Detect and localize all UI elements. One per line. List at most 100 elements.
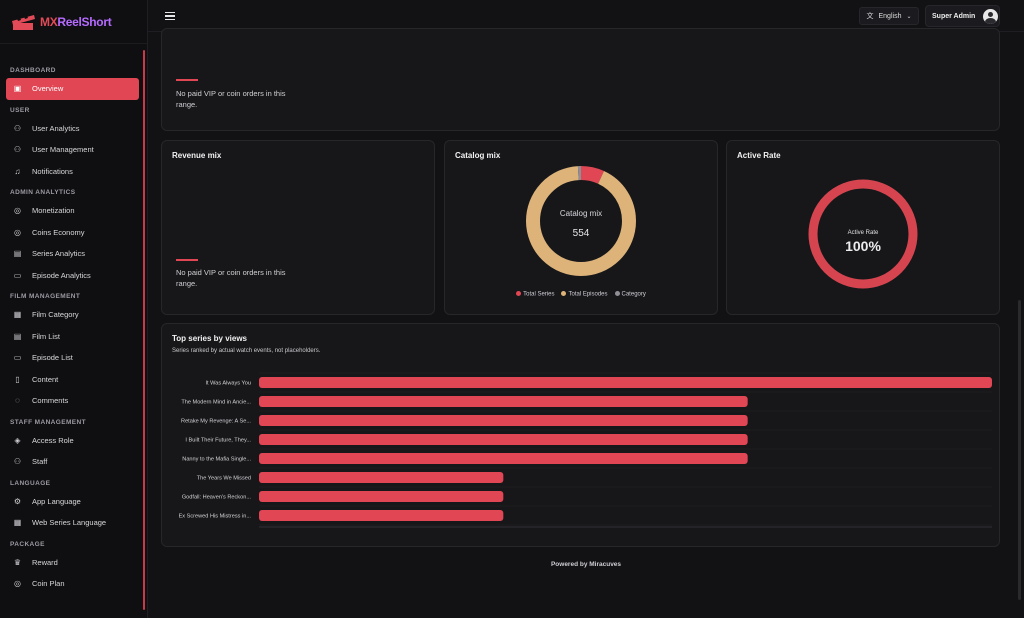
empty-indicator — [176, 259, 198, 261]
user-name: Super Admin — [932, 12, 976, 20]
sidebar-item-label: Monetization — [32, 206, 75, 216]
sidebar-item-episode-list[interactable]: ▭ Episode List — [0, 347, 138, 369]
avatar — [983, 8, 999, 24]
card-title: Active Rate — [737, 151, 781, 160]
grid-icon: ▦ — [13, 310, 22, 320]
coins-icon: ◎ — [14, 227, 21, 237]
bar-4[interactable] — [259, 434, 748, 445]
sidebar-section-title: STAFF MANAGEMENT — [10, 418, 86, 426]
bar-category-label: Godfall: Heaven's Reckon... — [182, 495, 252, 501]
list-icon: ▤ — [13, 249, 22, 259]
legend-item-episodes[interactable]: Total Episodes — [561, 291, 608, 298]
catalog-legend: Total Series Total Episodes Category — [445, 291, 717, 298]
sidebar-item-label: Episode Analytics — [32, 270, 91, 280]
sidebar-item-coins-economy[interactable]: ◎ Coins Economy — [0, 222, 138, 244]
gauge-label: Active Rate — [848, 230, 879, 236]
users-icon: ⚇ — [13, 145, 22, 155]
sidebar-item-notifications[interactable]: ♫ Notifications — [0, 161, 138, 183]
bar-7[interactable] — [259, 491, 504, 502]
language-value: English — [878, 12, 902, 20]
video-icon: ▭ — [13, 270, 22, 280]
card-title: Top series by views — [172, 334, 247, 343]
shield-icon: ◈ — [14, 435, 21, 445]
top-series-bar-chart: It Was Always You The Modern Mind in Anci… — [179, 372, 992, 528]
sidebar-item-access-role[interactable]: ◈ Access Role — [0, 430, 138, 452]
sidebar-item-monetization[interactable]: ◎ Monetization — [0, 200, 138, 222]
donut-center-value: 554 — [573, 228, 590, 239]
sidebar-item-label: User Analytics — [32, 123, 80, 133]
bar-category-label: Retake My Revenge: A Se... — [181, 419, 251, 425]
sidebar-item-label: Overview — [32, 84, 64, 94]
sidebar-item-overview[interactable]: ▣ Overview — [6, 78, 139, 100]
gear-icon: ⚙ — [13, 496, 22, 506]
language-select[interactable]: 文 English ⌄ — [859, 7, 919, 25]
card-title: Revenue mix — [172, 151, 222, 160]
sidebar-item-label: User Management — [32, 145, 94, 155]
footer-credit: Powered by Miracuves — [550, 561, 622, 568]
empty-indicator — [176, 79, 198, 81]
bar-5[interactable] — [259, 453, 748, 464]
list-icon: ▤ — [13, 331, 22, 341]
grid-icon: ▦ — [13, 518, 22, 528]
sidebar-item-label: Notifications — [32, 166, 73, 176]
clapperboard-icon — [10, 12, 36, 31]
donut-center-label: Catalog mix — [560, 209, 602, 218]
bar-6[interactable] — [259, 472, 504, 483]
sidebar-item-label: Reward — [32, 557, 58, 567]
bar-category-label: The Years We Missed — [197, 476, 251, 482]
bar-category-label: Nanny to the Mafia Single... — [182, 457, 251, 463]
orders-card: No paid VIP or coin orders in this range… — [161, 28, 1000, 131]
sidebar-scrollbar[interactable] — [143, 50, 145, 610]
sidebar-item-label: Access Role — [32, 435, 74, 445]
bar-3[interactable] — [259, 415, 748, 426]
sidebar-item-staff[interactable]: ⚇ Staff — [0, 451, 138, 473]
bar-1[interactable] — [259, 377, 992, 388]
sidebar-item-reward[interactable]: ♛ Reward — [0, 552, 138, 574]
video-icon: ▭ — [13, 353, 22, 363]
coins-icon: ◎ — [14, 579, 21, 589]
bar-2[interactable] — [259, 396, 748, 407]
sidebar-item-label: Series Analytics — [32, 249, 85, 259]
sidebar-item-user-analytics[interactable]: ⚇ User Analytics — [0, 118, 138, 140]
sidebar-item-label: Coins Economy — [32, 227, 85, 237]
bar-category-label: It Was Always You — [206, 381, 252, 387]
sidebar-item-content[interactable]: ▯ Content — [0, 369, 138, 391]
sidebar-section-title: ADMIN ANALYTICS — [10, 189, 76, 196]
sidebar-item-label: Film List — [32, 331, 60, 341]
catalog-mix-card: Catalog mix Catalog mix 554 Total Series… — [444, 140, 718, 315]
comment-icon: ◌ — [15, 396, 20, 406]
sidebar-item-film-category[interactable]: ▦ Film Category — [0, 304, 138, 326]
bar-8[interactable] — [259, 510, 504, 521]
sidebar: MXReelShort DASHBOARD ▣ Overview USER ⚇ User … — [0, 0, 148, 618]
gauge-value: 100% — [845, 238, 881, 254]
legend-item-category[interactable]: Category — [614, 291, 646, 298]
brand-logo[interactable]: MXReelShort — [0, 0, 147, 44]
gauge-arc — [808, 179, 918, 289]
sidebar-item-label: Staff — [32, 457, 48, 467]
sidebar-item-coin-plan[interactable]: ◎ Coin Plan — [0, 573, 138, 595]
donut-slice-category[interactable] — [526, 166, 636, 276]
revenue-empty-text: No paid VIP or coin orders in this range… — [176, 268, 286, 288]
card-subtitle: Series ranked by actual watch events, no… — [172, 348, 321, 354]
sidebar-item-user-management[interactable]: ⚇ User Management — [0, 139, 138, 161]
page-scrollbar[interactable] — [1018, 300, 1021, 600]
sidebar-item-app-language[interactable]: ⚙ App Language — [0, 491, 138, 513]
sidebar-item-film-list[interactable]: ▤ Film List — [0, 326, 138, 348]
sidebar-item-web-series-language[interactable]: ▦ Web Series Language — [0, 512, 138, 534]
sidebar-item-episode-analytics[interactable]: ▭ Episode Analytics — [0, 265, 138, 287]
bell-icon: ♫ — [14, 166, 21, 176]
sidebar-item-comments[interactable]: ◌ Comments — [0, 390, 138, 412]
sidebar-item-label: Comments — [32, 396, 69, 406]
menu-toggle-icon[interactable] — [165, 12, 175, 21]
bar-category-label: Ex Screwed His Mistress in... — [179, 514, 252, 520]
bar-category-label: I Built Their Future, They... — [185, 438, 251, 444]
sidebar-item-label: Coin Plan — [32, 579, 65, 589]
donut-slice-total-episodes[interactable] — [526, 166, 636, 276]
legend-item-series[interactable]: Total Series — [516, 291, 554, 298]
sidebar-item-label: Web Series Language — [32, 518, 107, 528]
sidebar-item-label: App Language — [32, 496, 81, 506]
user-menu[interactable]: Super Admin — [925, 5, 1000, 27]
sidebar-item-series-analytics[interactable]: ▤ Series Analytics — [0, 243, 138, 265]
sidebar-section-title: PACKAGE — [10, 540, 45, 548]
file-icon: ▯ — [15, 374, 20, 384]
